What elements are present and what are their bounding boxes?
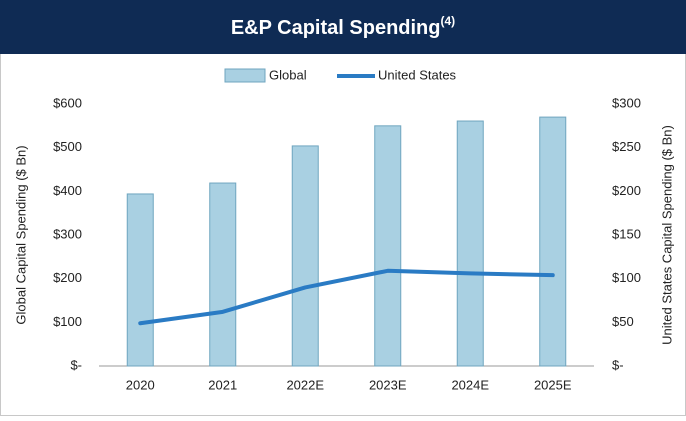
y2-tick-label: $100: [612, 270, 641, 285]
bar: [456, 120, 484, 367]
y-axis-label: Global Capital Spending ($ Bn): [13, 145, 28, 324]
y-tick-label: $200: [53, 270, 82, 285]
title-text: E&P Capital Spending: [231, 17, 441, 39]
bar: [291, 145, 319, 367]
legend-label: United States: [378, 67, 457, 82]
y2-tick-label: $-: [612, 357, 624, 372]
x-tick-label: 2021: [208, 377, 237, 392]
y2-axis-label: United States Capital Spending ($ Bn): [659, 125, 674, 345]
y-tick-label: $600: [53, 95, 82, 110]
x-tick-label: 2024E: [451, 377, 489, 392]
y-tick-label: $400: [53, 183, 82, 198]
chart-title: E&P Capital Spending(4): [231, 14, 455, 39]
x-tick-label: 2020: [126, 377, 155, 392]
bar: [374, 125, 402, 367]
y2-tick-label: $150: [612, 226, 641, 241]
legend-swatch: [224, 68, 266, 83]
y2-tick-label: $300: [612, 95, 641, 110]
x-tick-label: 2023E: [369, 377, 407, 392]
bar: [539, 116, 567, 367]
line-series: [138, 268, 555, 326]
y2-tick-label: $200: [612, 183, 641, 198]
title-note: (4): [441, 14, 456, 28]
y-tick-label: $300: [53, 226, 82, 241]
bar: [126, 193, 154, 367]
header-bar: [0, 0, 686, 54]
y-tick-label: $100: [53, 314, 82, 329]
y2-tick-label: $50: [612, 314, 634, 329]
y-tick-label: $500: [53, 139, 82, 154]
x-tick-label: 2025E: [534, 377, 572, 392]
legend-label: Global: [269, 67, 307, 82]
y2-tick-label: $250: [612, 139, 641, 154]
y-tick-label: $-: [70, 357, 82, 372]
x-tick-label: 2022E: [286, 377, 324, 392]
bar: [209, 182, 237, 367]
